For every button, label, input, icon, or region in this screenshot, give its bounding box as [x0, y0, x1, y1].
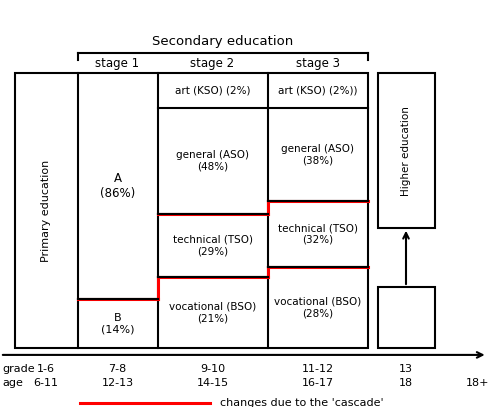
Text: stage 1: stage 1 [96, 57, 140, 70]
Text: Higher education: Higher education [401, 106, 411, 195]
Text: 13: 13 [399, 364, 413, 374]
Text: 14-15: 14-15 [196, 379, 228, 388]
Text: 11-12: 11-12 [302, 364, 334, 374]
Text: 16-17: 16-17 [302, 379, 334, 388]
Text: A
(86%): A (86%) [100, 172, 135, 200]
Bar [378, 73, 435, 228]
Text: 12-13: 12-13 [102, 379, 134, 388]
Text: 6-11: 6-11 [34, 379, 59, 388]
Bar [378, 287, 435, 348]
Text: B
(14%): B (14%) [101, 313, 134, 335]
Text: grade: grade [2, 364, 35, 374]
Text: 9-10: 9-10 [200, 364, 225, 374]
Text: vocational (BSO)
(28%): vocational (BSO) (28%) [274, 296, 361, 318]
Text: 1-6: 1-6 [37, 364, 55, 374]
Text: technical (TSO)
(29%): technical (TSO) (29%) [172, 234, 252, 256]
Text: 7-8: 7-8 [108, 364, 126, 374]
Text: Secondary education: Secondary education [152, 35, 293, 48]
Text: general (ASO)
(38%): general (ASO) (38%) [281, 144, 354, 166]
Text: technical (TSO)
(32%): technical (TSO) (32%) [278, 223, 357, 245]
Text: Primary education: Primary education [41, 160, 51, 262]
Text: vocational (BSO)
(21%): vocational (BSO) (21%) [169, 302, 256, 323]
Text: age: age [2, 379, 24, 388]
Text: 18: 18 [399, 379, 413, 388]
Text: art (KSO) (2%): art (KSO) (2%) [175, 85, 250, 96]
Text: art (KSO) (2%)): art (KSO) (2%)) [278, 85, 357, 96]
Text: stage 3: stage 3 [296, 57, 340, 70]
Text: 18+: 18+ [466, 379, 489, 388]
Text: changes due to the 'cascade': changes due to the 'cascade' [220, 398, 384, 407]
Text: general (ASO)
(48%): general (ASO) (48%) [176, 150, 249, 172]
Bar [15, 73, 368, 348]
Text: stage 2: stage 2 [190, 57, 234, 70]
